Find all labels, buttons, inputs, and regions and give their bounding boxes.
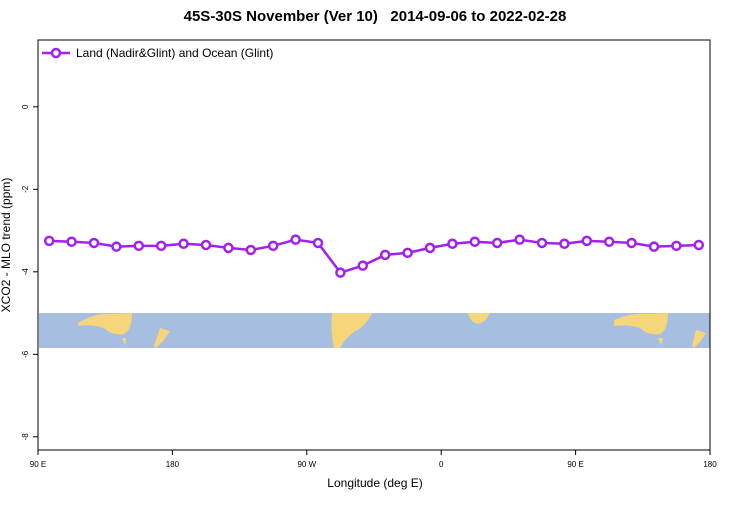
- y-tick-label: -8: [21, 433, 30, 441]
- point: [603, 236, 615, 247]
- point: [357, 260, 369, 271]
- point: [648, 241, 660, 252]
- x-tick-label: 90 E: [567, 460, 583, 469]
- point: [581, 235, 593, 247]
- series-line: [49, 238, 699, 275]
- x-tick-label: 180: [703, 460, 717, 469]
- point: [155, 240, 167, 252]
- point: [514, 234, 525, 245]
- ocean: [39, 313, 710, 348]
- point: [267, 240, 279, 252]
- point: [133, 240, 145, 252]
- point: [447, 238, 458, 250]
- point: [693, 239, 705, 251]
- x-tick-label: 90 W: [297, 460, 316, 469]
- y-tick-label: -4: [21, 268, 30, 276]
- point: [178, 238, 189, 250]
- x-tick-label: 180: [166, 460, 180, 469]
- y-tick-label: 0: [21, 104, 30, 109]
- point: [312, 237, 324, 249]
- land: [331, 313, 372, 348]
- point: [379, 249, 391, 261]
- land: [122, 338, 126, 345]
- land: [154, 328, 170, 348]
- point: [245, 244, 257, 256]
- point: [536, 237, 548, 249]
- point: [111, 241, 122, 252]
- chart-title: 45S-30S November (Ver 10) 2014-09-06 to …: [184, 8, 567, 25]
- land: [468, 313, 490, 324]
- legend: Land (Nadir&Glint) and Ocean (Glint): [42, 46, 273, 60]
- point: [290, 234, 301, 245]
- point: [335, 267, 346, 278]
- y-tick-label: -2: [21, 185, 30, 193]
- point: [43, 235, 55, 247]
- y-axis-label: XCO2 - MLO trend (ppm): [0, 178, 13, 313]
- point: [469, 236, 481, 247]
- map-strip: [39, 313, 710, 348]
- x-tick-label: 0: [439, 460, 444, 469]
- legend-marker: [50, 47, 62, 59]
- legend-label: Land (Nadir&Glint) and Ocean (Glint): [76, 46, 273, 60]
- x-axis-label: Longitude (deg E): [327, 476, 422, 490]
- point: [671, 240, 682, 252]
- point: [559, 238, 570, 250]
- point: [424, 242, 436, 254]
- land: [78, 313, 132, 335]
- land: [614, 313, 668, 335]
- y-tick-label: -6: [21, 350, 30, 358]
- x-tick-label: 90 E: [30, 460, 46, 469]
- point: [88, 237, 100, 249]
- land: [692, 330, 706, 348]
- point: [491, 237, 503, 249]
- point: [626, 237, 637, 249]
- plot-frame: [37, 39, 711, 451]
- point: [66, 236, 77, 247]
- land: [658, 338, 663, 345]
- point: [200, 239, 212, 251]
- point: [223, 242, 234, 254]
- point: [402, 247, 413, 259]
